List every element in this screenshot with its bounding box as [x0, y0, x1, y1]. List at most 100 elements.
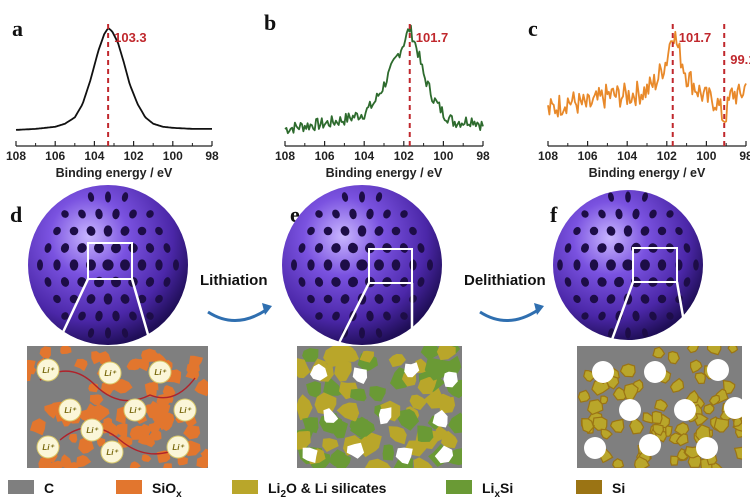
pore-hole — [69, 294, 79, 304]
pore-hole — [375, 192, 383, 202]
pore-hole — [129, 209, 137, 219]
void — [302, 447, 318, 463]
lixsi-fragment — [433, 425, 449, 442]
siox-fragment — [145, 437, 155, 448]
siox-fragment — [117, 435, 133, 448]
x-tick-label-c: 108 — [538, 149, 558, 163]
particle-sphere-e — [282, 185, 442, 346]
si-fragment — [599, 395, 609, 405]
si-fragment — [652, 423, 665, 437]
xps-chart-c: 108 106 104 102 100 98 Binding energy / eV 101.… — [538, 24, 750, 180]
pore-hole — [625, 327, 631, 339]
pore-hole — [44, 243, 52, 253]
pore-hole — [155, 226, 163, 236]
x-tick-label-a: 100 — [163, 149, 183, 163]
pore-hole — [173, 259, 179, 271]
lixsi-fragment — [424, 357, 450, 381]
pore-hole — [357, 225, 367, 237]
pore-hole — [427, 259, 433, 271]
siox-fragment — [126, 359, 139, 371]
pore-hole — [69, 259, 79, 271]
lixsi-fragment — [314, 392, 337, 416]
siox-fragment — [141, 348, 156, 363]
pore-hole — [581, 277, 589, 287]
pore-hole — [95, 310, 103, 322]
siox-fragment — [68, 462, 79, 468]
lixsi-fragment — [369, 386, 386, 402]
pore-hole — [307, 294, 315, 304]
x-tick-label-b: 98 — [476, 149, 490, 163]
pore-hole — [53, 294, 61, 304]
pore-hole — [640, 259, 650, 271]
void — [323, 408, 339, 423]
siox-fragment — [68, 433, 78, 443]
si-fragment — [727, 346, 739, 354]
void — [619, 399, 641, 421]
pore-hole — [417, 277, 425, 287]
pore-hole — [366, 208, 374, 220]
x-tick-label-c: 104 — [617, 149, 637, 163]
lixsi-fragment — [420, 346, 443, 359]
pore-hole — [349, 208, 357, 220]
si-fragment — [667, 350, 680, 365]
pore-hole — [573, 259, 581, 271]
pore-hole — [683, 277, 691, 287]
pore-hole — [642, 192, 648, 202]
pore-hole — [137, 226, 147, 236]
pore-hole — [375, 328, 383, 338]
lixsi-fragment — [396, 409, 420, 431]
siox-fragment — [44, 403, 59, 419]
pore-hole — [409, 226, 417, 236]
pore-hole — [332, 311, 340, 321]
pore-hole — [632, 208, 640, 220]
siox-fragment — [196, 454, 208, 468]
si-fragment — [587, 398, 604, 416]
pore-hole — [614, 242, 624, 254]
pore-hole — [53, 259, 61, 271]
lixsi-fragment — [302, 417, 319, 434]
lixsi-fragment — [444, 355, 462, 375]
pore-hole — [69, 226, 79, 236]
x-tick-label-c: 100 — [696, 149, 716, 163]
legend-label-siox: SiOx — [152, 480, 182, 500]
pore-hole — [589, 226, 599, 236]
pore-hole — [112, 208, 120, 220]
si-fragment — [619, 363, 636, 378]
x-tick-label-b: 108 — [275, 149, 295, 163]
peak-label-c: 99.1 — [730, 52, 750, 67]
lixsi-fragment — [364, 458, 392, 468]
pore-hole — [366, 310, 374, 322]
pore-hole — [573, 294, 581, 304]
x-tick-label-a: 102 — [124, 149, 144, 163]
li-particle-label: Li⁺ — [106, 448, 118, 457]
lixsi-fragment — [297, 394, 313, 421]
si-fragment — [675, 433, 689, 447]
pore-hole — [112, 310, 120, 322]
siox-fragment — [162, 385, 176, 398]
pore-hole — [640, 294, 650, 304]
siox-fragment — [40, 456, 52, 468]
legend-swatch-siox — [116, 480, 142, 494]
microstructure-f — [577, 346, 742, 468]
li-particle-label: Li⁺ — [104, 369, 116, 378]
pore-hole — [315, 312, 323, 320]
pore-hole — [110, 242, 122, 254]
pore-hole — [77, 243, 87, 253]
siox-fragment — [99, 351, 112, 365]
pore-hole — [391, 259, 401, 271]
void — [592, 361, 614, 383]
lixsi-fragment — [359, 350, 374, 363]
siox-fragment — [100, 381, 113, 395]
x-tick-label-a: 106 — [45, 149, 65, 163]
pore-hole — [675, 226, 683, 236]
pore-hole — [564, 243, 572, 253]
legend-label-si: Si — [612, 480, 625, 496]
lixsi-fragment — [350, 388, 367, 402]
siox-fragment — [177, 456, 188, 466]
x-tick-label-a: 98 — [205, 149, 219, 163]
siox-fragment — [183, 425, 201, 440]
pore-hole — [623, 225, 633, 237]
peak-label-a: 103.3 — [114, 30, 147, 45]
legend-swatch-si — [576, 480, 602, 494]
